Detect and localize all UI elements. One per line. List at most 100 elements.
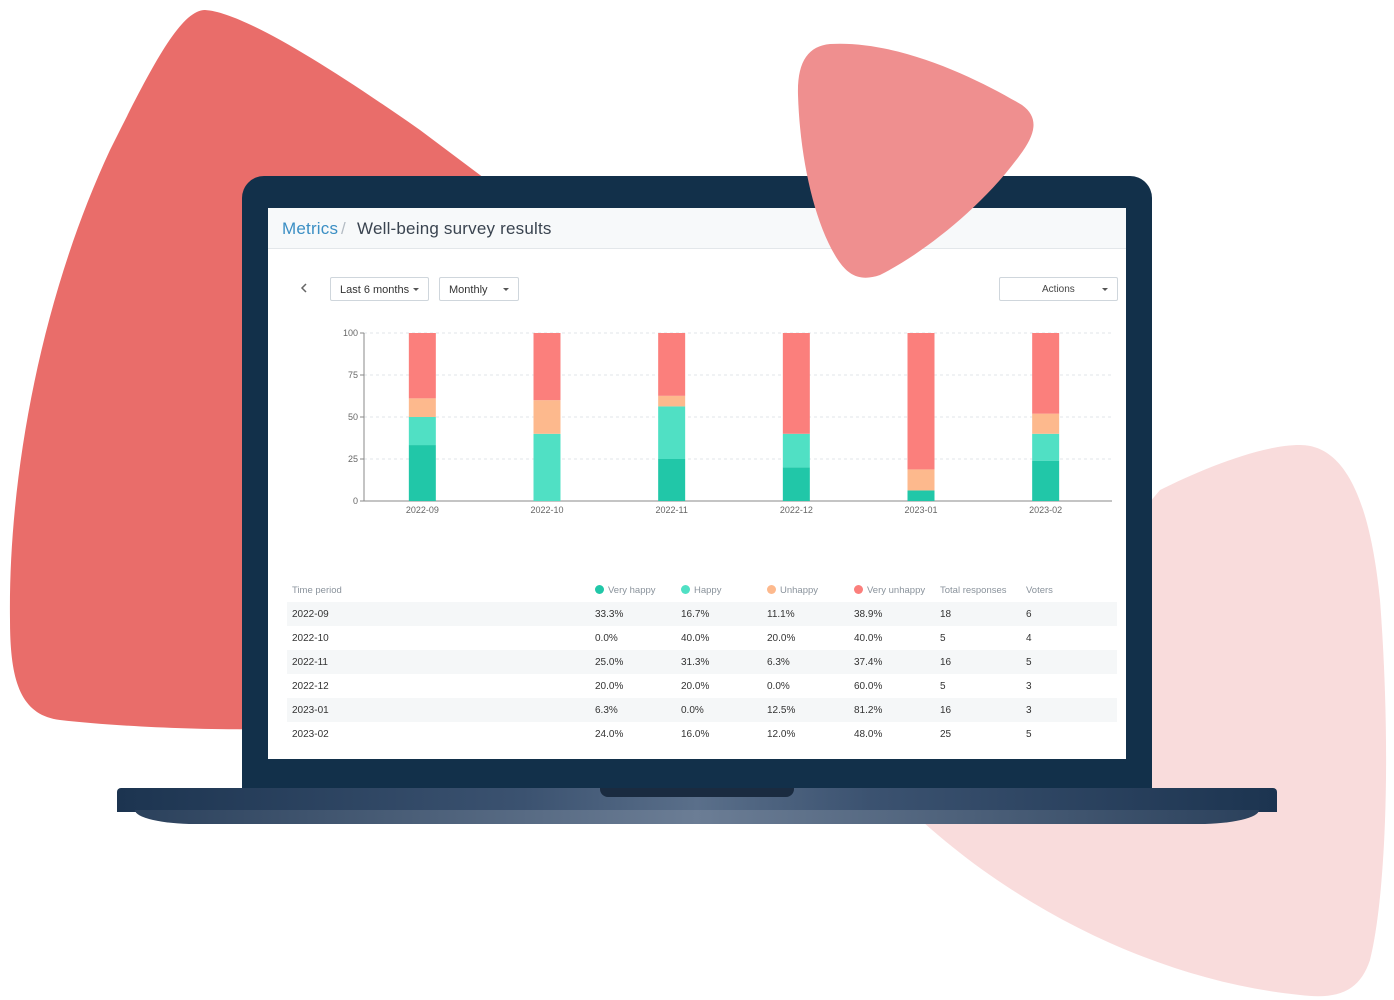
cell-very-happy: 0.0% bbox=[595, 633, 618, 644]
cell-very-happy: 33.3% bbox=[595, 609, 624, 620]
table-row: 2022-09 33.3% 16.7% 11.1% 38.9% 18 6 bbox=[287, 602, 1117, 626]
bar-segment-unhappy bbox=[408, 398, 436, 417]
cell-total-responses: 16 bbox=[940, 705, 952, 716]
bar-segment-very-happy bbox=[907, 490, 935, 501]
bar-segment-very-unhappy bbox=[907, 333, 935, 470]
interval-select[interactable]: Monthly bbox=[439, 277, 519, 301]
cell-very-unhappy: 48.0% bbox=[854, 729, 883, 740]
stacked-bar-chart: 0 25 50 75 100 2022-09 2022-10 2022-11 2022-12 20… bbox=[343, 328, 1112, 515]
bar-segment-happy bbox=[408, 417, 436, 446]
cell-period: 2022-10 bbox=[292, 633, 329, 644]
cell-unhappy: 12.0% bbox=[767, 729, 796, 740]
cell-happy: 20.0% bbox=[681, 681, 710, 692]
cell-very-unhappy: 38.9% bbox=[854, 609, 883, 620]
cell-happy: 16.0% bbox=[681, 729, 710, 740]
cell-happy: 31.3% bbox=[681, 657, 710, 668]
bar-segment-unhappy bbox=[658, 395, 686, 407]
y-tick-label: 0 bbox=[353, 496, 358, 506]
breadcrumb-separator: / bbox=[341, 219, 346, 238]
page-title: Well-being survey results bbox=[357, 219, 552, 238]
header-unhappy: Unhappy bbox=[767, 585, 818, 596]
cell-total-responses: 5 bbox=[940, 681, 946, 692]
laptop-notch bbox=[600, 788, 794, 797]
happy-dot-icon bbox=[681, 585, 690, 594]
bar-segment-very-unhappy bbox=[658, 333, 686, 396]
header-very-unhappy-label: Very unhappy bbox=[867, 585, 926, 596]
header-happy: Happy bbox=[681, 585, 721, 596]
chevron-down-icon bbox=[503, 288, 509, 291]
cell-very-unhappy: 81.2% bbox=[854, 705, 883, 716]
bar-segment-very-unhappy bbox=[408, 333, 436, 399]
header-unhappy-label: Unhappy bbox=[780, 585, 819, 596]
header-bar: Metrics / Well-being survey results bbox=[268, 208, 1126, 249]
cell-very-happy: 24.0% bbox=[595, 729, 624, 740]
cell-very-unhappy: 40.0% bbox=[854, 633, 883, 644]
table-row: 2023-01 6.3% 0.0% 12.5% 81.2% 16 3 bbox=[287, 698, 1117, 722]
very-happy-dot-icon bbox=[595, 585, 604, 594]
table-row: 2022-12 20.0% 20.0% 0.0% 60.0% 5 3 bbox=[287, 674, 1117, 698]
chevron-left-icon[interactable] bbox=[296, 282, 312, 298]
cell-voters: 6 bbox=[1026, 609, 1032, 620]
cell-total-responses: 16 bbox=[940, 657, 952, 668]
cell-very-unhappy: 37.4% bbox=[854, 657, 883, 668]
bar-segment-very-happy bbox=[782, 467, 810, 501]
bar-segment-very-happy bbox=[1032, 460, 1060, 501]
cell-very-unhappy: 60.0% bbox=[854, 681, 883, 692]
unhappy-dot-icon bbox=[767, 585, 776, 594]
period-select[interactable]: Last 6 months bbox=[330, 277, 429, 301]
y-tick-label: 100 bbox=[343, 328, 358, 338]
cell-voters: 3 bbox=[1026, 681, 1032, 692]
cell-period: 2022-11 bbox=[292, 657, 328, 668]
bar-segment-happy bbox=[1032, 433, 1060, 461]
cell-unhappy: 0.0% bbox=[767, 681, 790, 692]
header-time-period: Time period bbox=[292, 585, 342, 596]
y-tick-label: 50 bbox=[348, 412, 358, 422]
cell-voters: 3 bbox=[1026, 705, 1032, 716]
header-voters: Voters bbox=[1026, 585, 1053, 596]
bar-segment-very-unhappy bbox=[782, 333, 810, 434]
header-total-responses: Total responses bbox=[940, 585, 1007, 596]
bar-segment-very-happy bbox=[658, 459, 686, 501]
bar-segment-very-unhappy bbox=[533, 333, 561, 401]
header-happy-label: Happy bbox=[694, 585, 722, 596]
x-tick-label: 2023-01 bbox=[904, 505, 937, 515]
y-tick-label: 75 bbox=[348, 370, 358, 380]
laptop-base-bottom bbox=[135, 810, 1259, 824]
x-tick-label: 2022-10 bbox=[530, 505, 563, 515]
table-row: 2023-02 24.0% 16.0% 12.0% 48.0% 25 5 bbox=[287, 722, 1117, 746]
bar-segment-very-happy bbox=[408, 445, 436, 501]
header-very-unhappy: Very unhappy bbox=[854, 585, 925, 596]
cell-period: 2023-01 bbox=[292, 705, 329, 716]
cell-total-responses: 18 bbox=[940, 609, 952, 620]
cell-very-happy: 20.0% bbox=[595, 681, 624, 692]
cell-voters: 5 bbox=[1026, 657, 1032, 668]
cell-voters: 4 bbox=[1026, 633, 1032, 644]
period-select-value: Last 6 months bbox=[340, 284, 410, 296]
cell-happy: 40.0% bbox=[681, 633, 710, 644]
x-tick-label: 2022-12 bbox=[780, 505, 813, 515]
bar-segment-happy bbox=[782, 433, 810, 468]
x-tick-label: 2022-11 bbox=[655, 505, 687, 515]
table-row: 2022-11 25.0% 31.3% 6.3% 37.4% 16 5 bbox=[287, 650, 1117, 674]
very-unhappy-dot-icon bbox=[854, 585, 863, 594]
chevron-left-glyph bbox=[300, 283, 307, 293]
cell-unhappy: 12.5% bbox=[767, 705, 796, 716]
app-screen: Metrics / Well-being survey results Last… bbox=[268, 208, 1126, 759]
x-tick-label: 2022-09 bbox=[406, 505, 439, 515]
cell-unhappy: 6.3% bbox=[767, 657, 790, 668]
bar-segment-unhappy bbox=[533, 400, 561, 434]
results-table: Time period Very happy Happy Unhappy Ver… bbox=[287, 578, 1117, 746]
cell-period: 2022-12 bbox=[292, 681, 329, 692]
cell-total-responses: 5 bbox=[940, 633, 946, 644]
cell-happy: 0.0% bbox=[681, 705, 704, 716]
cell-period: 2023-02 bbox=[292, 729, 329, 740]
bar-segment-very-unhappy bbox=[1032, 333, 1060, 414]
bar-segment-unhappy bbox=[1032, 413, 1060, 434]
breadcrumb-metrics-link[interactable]: Metrics bbox=[282, 219, 339, 238]
bar-segment-happy bbox=[658, 406, 686, 459]
cell-period: 2022-09 bbox=[292, 609, 329, 620]
actions-dropdown[interactable]: Actions bbox=[999, 277, 1118, 301]
header-very-happy: Very happy bbox=[595, 585, 656, 596]
cell-very-happy: 6.3% bbox=[595, 705, 618, 716]
cell-unhappy: 20.0% bbox=[767, 633, 796, 644]
